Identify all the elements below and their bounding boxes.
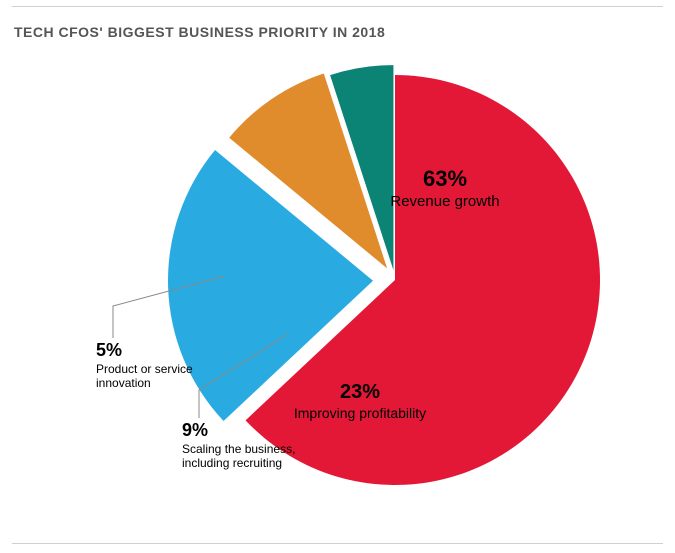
pct-improving_profitability: 23% bbox=[280, 380, 440, 405]
pct-product_innovation: 5% bbox=[96, 340, 196, 362]
label-product_innovation: 5%Product or service innovation bbox=[96, 340, 196, 390]
pct-scaling_business: 9% bbox=[182, 420, 312, 442]
name-scaling_business: Scaling the business, including recruiti… bbox=[182, 442, 312, 471]
pie-svg bbox=[0, 50, 675, 530]
top-rule bbox=[12, 6, 663, 7]
label-improving_profitability: 23%Improving profitability bbox=[280, 380, 440, 423]
name-product_innovation: Product or service innovation bbox=[96, 362, 196, 391]
pie-chart: 63%Revenue growth 23%Improving profitabil… bbox=[0, 50, 675, 530]
label-revenue_growth: 63%Revenue growth bbox=[365, 165, 525, 211]
pct-revenue_growth: 63% bbox=[365, 165, 525, 193]
name-revenue_growth: Revenue growth bbox=[365, 193, 525, 212]
label-scaling_business: 9%Scaling the business, including recrui… bbox=[182, 420, 312, 470]
chart-title: TECH CFOS' BIGGEST BUSINESS PRIORITY IN … bbox=[14, 24, 385, 40]
bottom-rule bbox=[12, 543, 663, 544]
